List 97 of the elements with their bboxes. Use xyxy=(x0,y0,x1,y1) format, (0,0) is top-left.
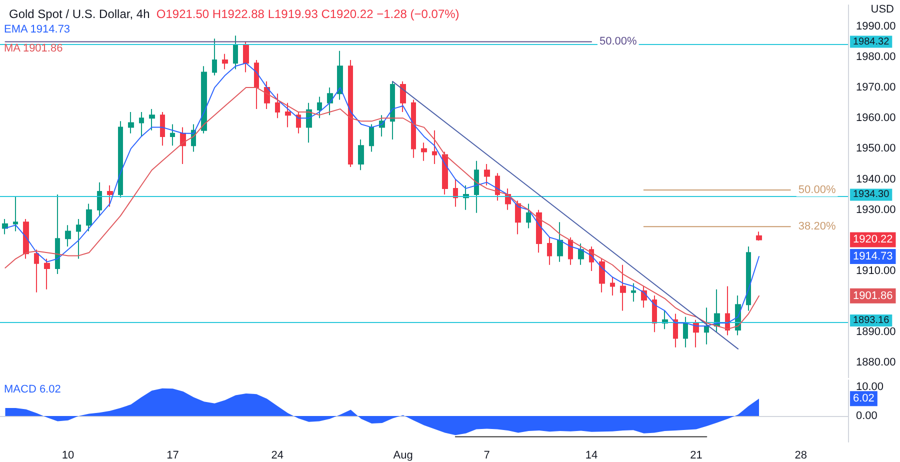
candlestick xyxy=(358,139,364,171)
x-tick-label: 17 xyxy=(166,450,179,462)
x-tick-label: Aug xyxy=(393,450,413,462)
text: 6.02 xyxy=(853,392,874,405)
x-tick-label: 10 xyxy=(62,450,74,462)
x-tick-label: 21 xyxy=(690,450,702,462)
candlestick xyxy=(254,60,259,110)
ref-line-label: 1934.30 xyxy=(853,189,890,200)
series-label: 50.00% xyxy=(798,184,836,196)
y-tick-label: 1890.00 xyxy=(856,326,896,338)
candlestick xyxy=(13,196,18,232)
candlestick xyxy=(243,41,249,73)
candlestick xyxy=(390,80,395,140)
candlestick xyxy=(453,178,458,208)
x-tick-label: 14 xyxy=(585,450,598,462)
candlestick xyxy=(76,218,81,260)
text: 1901.86 xyxy=(853,290,893,302)
candlestick xyxy=(673,313,678,348)
y-axis-title: USD xyxy=(870,4,894,16)
candlestick xyxy=(652,294,657,333)
candlestick xyxy=(97,182,102,216)
candlestick xyxy=(348,60,353,168)
text: 1920.22 xyxy=(853,234,893,246)
candlestick xyxy=(442,151,448,196)
candlestick xyxy=(411,99,416,158)
x-tick-label: 28 xyxy=(794,450,808,462)
candlestick xyxy=(212,38,217,76)
candlestick xyxy=(285,102,291,128)
candlestick xyxy=(631,282,636,302)
y-tick-label: 1960.00 xyxy=(856,112,896,124)
series-label: 50.00% xyxy=(600,36,638,48)
candlestick xyxy=(578,242,584,266)
candlestick xyxy=(337,50,343,100)
y-tick-label: 1970.00 xyxy=(856,82,896,94)
candlestick xyxy=(421,142,427,162)
candlestick xyxy=(536,209,542,254)
candlestick xyxy=(317,96,322,119)
candlestick xyxy=(557,222,563,262)
candlestick xyxy=(44,258,50,290)
candlestick xyxy=(222,53,228,70)
candlestick xyxy=(327,87,333,116)
y-tick-label: 1930.00 xyxy=(856,204,896,216)
y-tick-label: 1980.00 xyxy=(856,50,896,63)
candlestick xyxy=(160,112,165,146)
ref-line-label: 1893.16 xyxy=(853,314,890,326)
annotation: O1921.50 H1922.88 L1919.93 C1920.22 −1.28 (−0.07%) xyxy=(156,7,460,21)
candlestick xyxy=(201,66,207,134)
text: EMA 1914.73 xyxy=(4,24,70,36)
y-tick-label: 1880.00 xyxy=(856,356,896,369)
ref-line-label: 1984.32 xyxy=(853,36,890,48)
series-label: MACD 6.02 xyxy=(4,384,61,396)
candlestick xyxy=(746,246,751,312)
candlestick xyxy=(547,236,552,266)
candlestick xyxy=(756,231,762,242)
candlestick xyxy=(515,200,521,235)
candlestick xyxy=(620,264,626,312)
candlestick xyxy=(34,249,39,293)
candlestick xyxy=(296,112,301,134)
candlestick xyxy=(233,35,238,70)
candlestick xyxy=(568,236,573,266)
candlestick xyxy=(526,203,531,229)
candlestick xyxy=(599,258,605,293)
y-tick-label: 10.00 xyxy=(856,381,884,394)
x-tick-label: 7 xyxy=(484,450,490,462)
candlestick xyxy=(128,112,134,134)
candlestick xyxy=(86,203,92,232)
candlestick xyxy=(704,307,709,345)
candlestick xyxy=(55,194,60,275)
candlestick xyxy=(400,80,406,113)
candlestick xyxy=(2,218,8,235)
y-tick-label: 1950.00 xyxy=(856,142,896,155)
candlestick xyxy=(306,102,312,144)
text: MA 1901.86 xyxy=(4,42,63,54)
candlestick xyxy=(180,126,186,164)
y-tick-label: 1990.00 xyxy=(856,20,896,32)
x-tick-label: 24 xyxy=(271,450,284,462)
candlestick xyxy=(170,124,175,146)
y-tick-label: 1940.00 xyxy=(856,173,896,186)
candlestick xyxy=(275,93,280,119)
candlestick xyxy=(139,112,144,137)
candlestick xyxy=(369,124,374,152)
candlestick xyxy=(484,163,490,186)
text: 1914.73 xyxy=(853,250,893,263)
y-tick-label: 0.00 xyxy=(856,410,878,422)
series-label: 38.20% xyxy=(798,220,836,233)
chart-title: Gold Spot / U.S. Dollar, 4h xyxy=(9,7,156,21)
candlestick xyxy=(118,120,123,198)
y-tick-label: 1910.00 xyxy=(856,264,896,277)
candlestick xyxy=(610,276,615,296)
candlestick xyxy=(65,224,71,248)
candlestick xyxy=(107,184,113,208)
candlestick xyxy=(474,160,479,214)
candlestick xyxy=(693,319,699,348)
candlestick xyxy=(432,130,437,164)
candlestick xyxy=(149,108,155,131)
candlestick xyxy=(23,218,29,260)
candlestick xyxy=(683,316,688,348)
